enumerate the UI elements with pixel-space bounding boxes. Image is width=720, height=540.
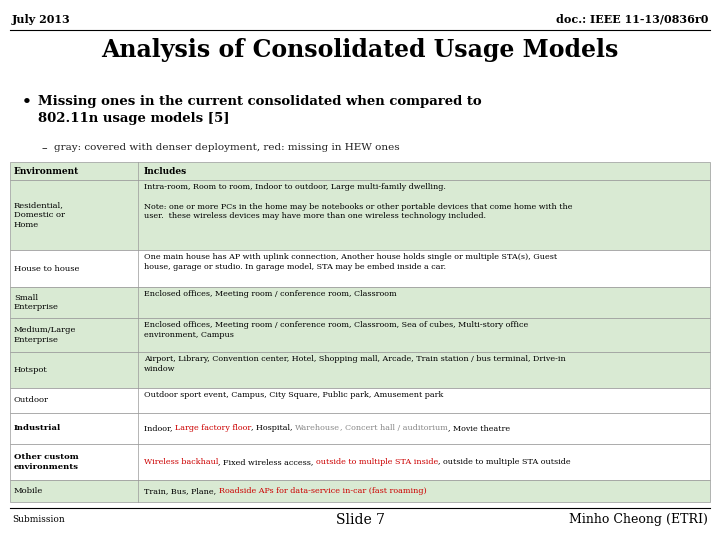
Text: Small
Enterprise: Small Enterprise (14, 294, 59, 312)
Bar (10, 352, 710, 388)
Text: Warehouse: Warehouse (295, 424, 341, 432)
Text: gray: covered with denser deployment, red: missing in HEW ones: gray: covered with denser deployment, re… (54, 143, 400, 152)
Text: Enclosed offices, Meeting room / conference room, Classroom, Sea of cubes, Multi: Enclosed offices, Meeting room / confere… (144, 321, 528, 339)
Bar (10, 180, 710, 250)
Bar (10, 162, 710, 180)
Text: –: – (42, 143, 48, 153)
Text: , Movie theatre: , Movie theatre (448, 424, 510, 432)
Text: Wireless backhaul: Wireless backhaul (144, 458, 218, 465)
Bar (10, 388, 710, 413)
Text: Slide 7: Slide 7 (336, 513, 384, 527)
Bar (10, 480, 710, 502)
Text: , Fixed wireless access,: , Fixed wireless access, (218, 458, 316, 465)
Text: Hotspot: Hotspot (14, 366, 48, 374)
Text: Roadside APs for data-service in-car (fast roaming): Roadside APs for data-service in-car (fa… (219, 487, 426, 495)
Text: Environment: Environment (14, 166, 79, 176)
Text: House to house: House to house (14, 265, 79, 273)
Bar (10, 287, 710, 318)
Text: Indoor,: Indoor, (144, 424, 175, 432)
Text: Outdoor sport event, Campus, City Square, Public park, Amusement park: Outdoor sport event, Campus, City Square… (144, 390, 444, 399)
Text: Medium/Large
Enterprise: Medium/Large Enterprise (14, 326, 76, 343)
Text: Mobile: Mobile (14, 487, 43, 495)
Text: doc.: IEEE 11-13/0836r0: doc.: IEEE 11-13/0836r0 (556, 14, 708, 25)
Text: Outdoor: Outdoor (14, 396, 49, 404)
Text: , Concert hall / auditorium: , Concert hall / auditorium (341, 424, 448, 432)
Text: July 2013: July 2013 (12, 14, 71, 25)
Text: Large factory floor: Large factory floor (175, 424, 251, 432)
Text: Analysis of Consolidated Usage Models: Analysis of Consolidated Usage Models (102, 38, 618, 62)
Text: Submission: Submission (12, 516, 65, 524)
Text: One main house has AP with uplink connection, Another house holds single or mult: One main house has AP with uplink connec… (144, 253, 557, 271)
Bar (10, 444, 710, 480)
Text: outside to multiple STA inside: outside to multiple STA inside (316, 458, 438, 465)
Text: , outside to multiple STA outside: , outside to multiple STA outside (438, 458, 571, 465)
Text: Residential,
Domestic or
Home: Residential, Domestic or Home (14, 201, 65, 228)
Bar (10, 413, 710, 444)
Text: Enclosed offices, Meeting room / conference room, Classroom: Enclosed offices, Meeting room / confere… (144, 291, 397, 298)
Text: Minho Cheong (ETRI): Minho Cheong (ETRI) (569, 514, 708, 526)
Text: Airport, Library, Convention center, Hotel, Shopping mall, Arcade, Train station: Airport, Library, Convention center, Hot… (144, 355, 566, 373)
Bar (10, 318, 710, 352)
Text: , Hospital,: , Hospital, (251, 424, 295, 432)
Text: Train, Bus, Plane,: Train, Bus, Plane, (144, 487, 219, 495)
Text: Includes: Includes (144, 166, 187, 176)
Text: Intra-room, Room to room, Indoor to outdoor, Large multi-family dwelling.

Note:: Intra-room, Room to room, Indoor to outd… (144, 183, 572, 220)
Text: Industrial: Industrial (14, 424, 61, 432)
Text: Missing ones in the current consolidated when compared to
802.11n usage models [: Missing ones in the current consolidated… (38, 95, 482, 125)
Bar (10, 250, 710, 287)
Text: •: • (22, 95, 32, 109)
Text: Other custom
environments: Other custom environments (14, 453, 79, 471)
